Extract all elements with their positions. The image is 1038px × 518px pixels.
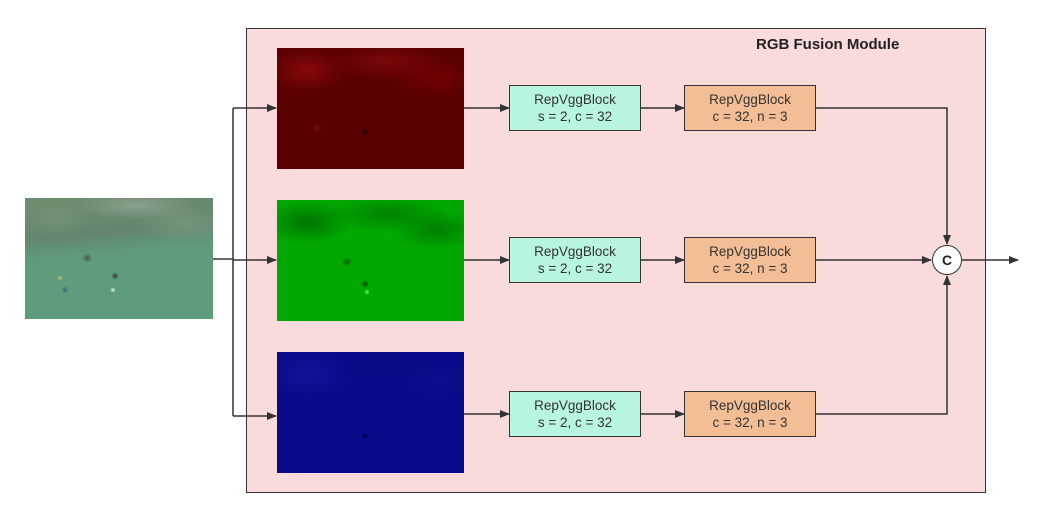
block-params: s = 2, c = 32 bbox=[537, 109, 613, 124]
repvgg-stack-block-red: RepVggBlock c = 32, n = 3 bbox=[684, 85, 816, 131]
repvgg-stride-block-green: RepVggBlock s = 2, c = 32 bbox=[509, 237, 641, 283]
block-params: s = 2, c = 32 bbox=[537, 415, 613, 430]
module-title: RGB Fusion Module bbox=[756, 36, 900, 53]
block-params: s = 2, c = 32 bbox=[537, 261, 613, 276]
block-title: RepVggBlock bbox=[534, 398, 616, 413]
repvgg-stride-block-red: RepVggBlock s = 2, c = 32 bbox=[509, 85, 641, 131]
block-params: c = 32, n = 3 bbox=[712, 415, 788, 430]
concat-node: C bbox=[932, 245, 962, 275]
block-title: RepVggBlock bbox=[534, 92, 616, 107]
red-channel-image bbox=[277, 48, 464, 169]
block-params: c = 32, n = 3 bbox=[712, 261, 788, 276]
green-channel-image bbox=[277, 200, 464, 321]
block-title: RepVggBlock bbox=[709, 398, 791, 413]
block-title: RepVggBlock bbox=[709, 92, 791, 107]
block-title: RepVggBlock bbox=[534, 244, 616, 259]
repvgg-stack-block-green: RepVggBlock c = 32, n = 3 bbox=[684, 237, 816, 283]
blue-channel-image bbox=[277, 352, 464, 473]
repvgg-stride-block-blue: RepVggBlock s = 2, c = 32 bbox=[509, 391, 641, 437]
block-title: RepVggBlock bbox=[709, 244, 791, 259]
input-image bbox=[25, 198, 213, 319]
repvgg-stack-block-blue: RepVggBlock c = 32, n = 3 bbox=[684, 391, 816, 437]
block-params: c = 32, n = 3 bbox=[712, 109, 788, 124]
concat-label: C bbox=[941, 252, 953, 268]
